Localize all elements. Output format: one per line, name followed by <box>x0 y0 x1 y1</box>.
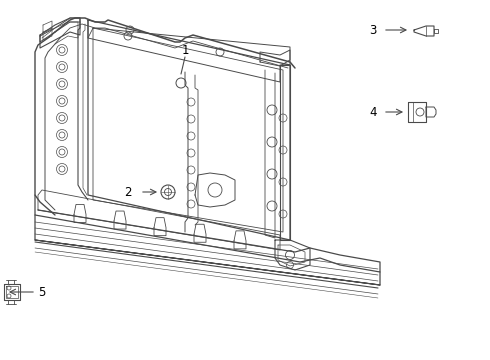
Text: 1: 1 <box>181 44 189 57</box>
Text: 4: 4 <box>369 105 377 118</box>
Text: 3: 3 <box>369 23 377 36</box>
Text: 5: 5 <box>38 285 46 298</box>
Text: 2: 2 <box>124 185 132 198</box>
